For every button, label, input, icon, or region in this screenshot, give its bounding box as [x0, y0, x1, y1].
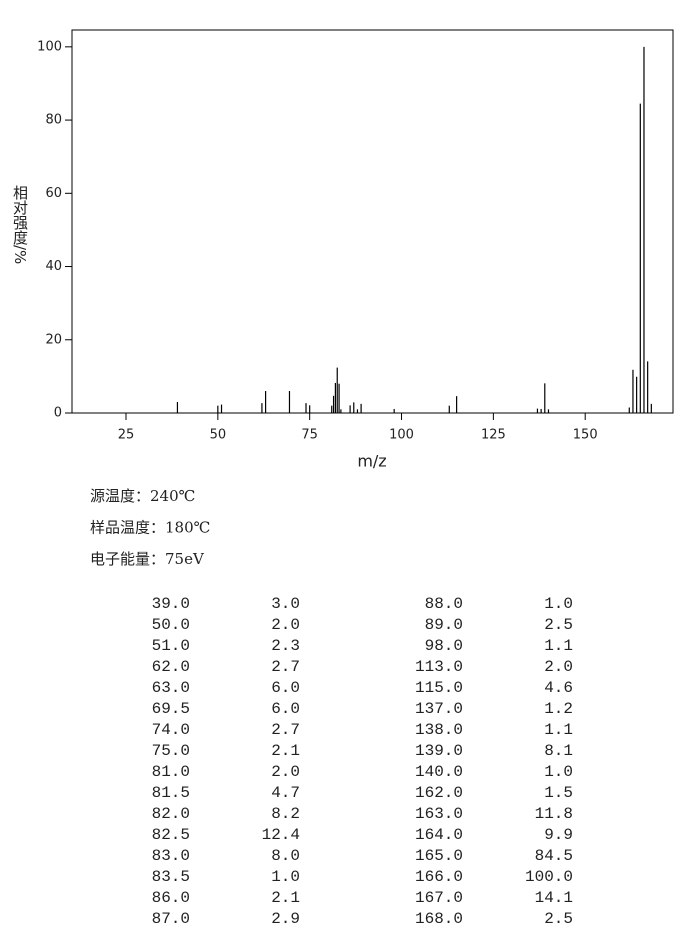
- table-mz: 63.0: [152, 679, 190, 697]
- table-intensity: 2.1: [271, 742, 300, 760]
- table-intensity: 2.0: [271, 763, 300, 781]
- table-intensity: 3.0: [271, 595, 300, 613]
- x-tick-label: 25: [118, 428, 135, 443]
- table-mz: 81.5: [152, 784, 190, 802]
- table-intensity: 2.0: [271, 616, 300, 634]
- y-tick-label: 20: [45, 332, 62, 347]
- table-intensity: 14.1: [535, 889, 573, 907]
- table-mz: 83.5: [152, 868, 190, 886]
- table-intensity: 1.1: [544, 637, 573, 655]
- table-intensity: 1.2: [544, 700, 573, 718]
- table-intensity: 8.1: [544, 742, 573, 760]
- table-mz: 162.0: [415, 784, 463, 802]
- x-tick-label: 125: [481, 428, 506, 443]
- table-intensity: 2.9: [271, 910, 300, 928]
- table-mz: 138.0: [415, 721, 463, 739]
- table-mz: 164.0: [415, 826, 463, 844]
- table-mz: 51.0: [152, 637, 190, 655]
- table-intensity: 2.0: [544, 658, 573, 676]
- table-intensity: 84.5: [535, 847, 573, 865]
- table-mz: 166.0: [415, 868, 463, 886]
- x-axis-label: m/z: [357, 452, 386, 471]
- table-mz: 82.5: [152, 826, 190, 844]
- table-mz: 50.0: [152, 616, 190, 634]
- table-intensity: 11.8: [535, 805, 573, 823]
- table-mz: 39.0: [152, 595, 190, 613]
- y-tick-label: 40: [45, 259, 62, 274]
- table-intensity: 2.1: [271, 889, 300, 907]
- table-intensity: 2.3: [271, 637, 300, 655]
- table-mz: 75.0: [152, 742, 190, 760]
- x-tick-label: 100: [389, 428, 414, 443]
- table-intensity: 8.0: [271, 847, 300, 865]
- table-intensity: 6.0: [271, 679, 300, 697]
- info-line: 样品温度：180℃: [90, 519, 210, 537]
- table-mz: 81.0: [152, 763, 190, 781]
- table-intensity: 9.9: [544, 826, 573, 844]
- table-mz: 98.0: [425, 637, 463, 655]
- table-mz: 139.0: [415, 742, 463, 760]
- table-intensity: 1.0: [271, 868, 300, 886]
- table-intensity: 12.4: [262, 826, 300, 844]
- x-tick-label: 75: [301, 428, 318, 443]
- table-mz: 74.0: [152, 721, 190, 739]
- table-mz: 113.0: [415, 658, 463, 676]
- x-tick-label: 50: [210, 428, 227, 443]
- table-mz: 137.0: [415, 700, 463, 718]
- x-tick-label: 150: [573, 428, 598, 443]
- table-intensity: 2.5: [544, 616, 573, 634]
- table-intensity: 1.0: [544, 763, 573, 781]
- table-intensity: 4.7: [271, 784, 300, 802]
- table-mz: 62.0: [152, 658, 190, 676]
- y-axis-label: 相对强度/%: [11, 185, 29, 264]
- table-mz: 87.0: [152, 910, 190, 928]
- y-tick-label: 80: [45, 113, 62, 128]
- table-intensity: 1.1: [544, 721, 573, 739]
- table-mz: 167.0: [415, 889, 463, 907]
- table-intensity: 1.5: [544, 784, 573, 802]
- table-intensity: 100.0: [525, 868, 573, 886]
- table-mz: 115.0: [415, 679, 463, 697]
- table-intensity: 2.7: [271, 658, 300, 676]
- plot-frame: [71, 29, 674, 414]
- table-mz: 69.5: [152, 700, 190, 718]
- table-mz: 165.0: [415, 847, 463, 865]
- table-intensity: 4.6: [544, 679, 573, 697]
- table-intensity: 6.0: [271, 700, 300, 718]
- table-intensity: 2.7: [271, 721, 300, 739]
- table-mz: 168.0: [415, 910, 463, 928]
- table-mz: 89.0: [425, 616, 463, 634]
- y-tick-label: 0: [54, 406, 62, 421]
- table-mz: 82.0: [152, 805, 190, 823]
- table-intensity: 2.5: [544, 910, 573, 928]
- table-mz: 163.0: [415, 805, 463, 823]
- table-intensity: 1.0: [544, 595, 573, 613]
- table-mz: 140.0: [415, 763, 463, 781]
- y-tick-label: 60: [45, 186, 62, 201]
- y-tick-label: 100: [37, 39, 62, 54]
- info-line: 源温度：240℃: [90, 487, 195, 505]
- table-mz: 83.0: [152, 847, 190, 865]
- table-mz: 86.0: [152, 889, 190, 907]
- info-line: 电子能量：75eV: [90, 550, 205, 568]
- table-mz: 88.0: [425, 595, 463, 613]
- table-intensity: 8.2: [271, 805, 300, 823]
